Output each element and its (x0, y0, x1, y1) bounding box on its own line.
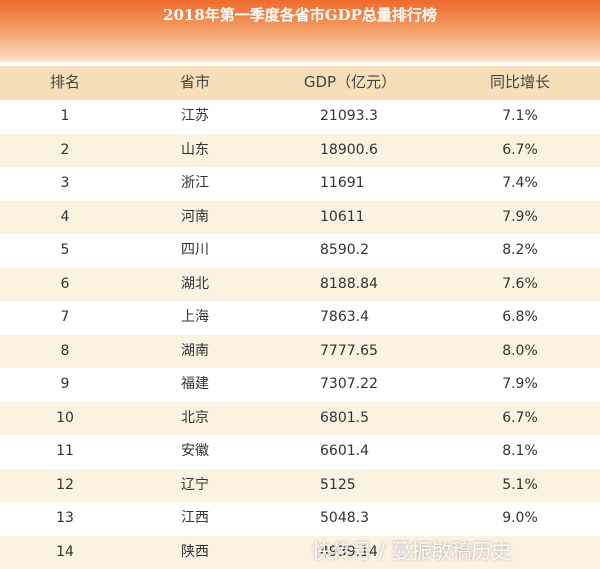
table-cell: 辽宁 (181, 476, 209, 493)
table-cell: 21093.3 (320, 108, 378, 124)
table-cell: 福建 (181, 376, 209, 392)
table-cell: 7777.65 (320, 342, 378, 359)
table-row: 1 江苏 21093.3 7.1% (0, 100, 600, 134)
table-cell: 4939.14 (320, 543, 378, 560)
table-row: 11 安徽 6601.4 8.1% (0, 435, 600, 469)
table-cell: 11 (56, 443, 74, 459)
table-cell: 8 (60, 342, 70, 359)
table-cell: 12 (56, 476, 74, 493)
table-cell: 安徽 (181, 443, 209, 459)
table-row: 5 四川 8590.2 8.2% (0, 234, 600, 268)
table-cell: 5.1% (502, 476, 538, 493)
table-cell: 6601.4 (320, 443, 369, 459)
table-row: 6 湖北 8188.84 7.6% (0, 267, 600, 301)
table-cell: 湖北 (181, 275, 209, 292)
watermark: 快传号 / 蔓振敏稿历史 (312, 539, 512, 563)
table-cell: 8.1% (502, 443, 538, 459)
table-cell: 6.7% (502, 141, 538, 158)
table-cell: 11691 (320, 175, 365, 191)
header-cell: GDP（亿元） (303, 73, 397, 91)
title: 2018年第一季度各省市GDP总量排行榜 (163, 6, 437, 24)
table-cell: 18900.6 (320, 141, 378, 158)
table-cell: 湖南 (181, 342, 209, 359)
table-cell: 江西 (181, 510, 209, 526)
table-cell: 5048.3 (320, 510, 369, 526)
table-row: 3 浙江 11691 7.4% (0, 167, 600, 201)
table-cell: 6 (60, 275, 70, 292)
table-cell: 8188.84 (320, 275, 378, 292)
table-cell: 河南 (181, 208, 209, 225)
table-cell: 4 (60, 208, 70, 225)
table-row: 7 上海 7863.4 6.8% (0, 301, 600, 335)
table-row: 12 辽宁 5125 5.1% (0, 468, 600, 502)
table-cell: 7 (60, 309, 70, 325)
table-row: 8 湖南 7777.65 8.0% (0, 334, 600, 368)
table-row: 2 山东 18900.6 6.7% (0, 133, 600, 167)
table-cell: 8.0% (502, 342, 538, 359)
table-cell: 8.2% (502, 242, 538, 258)
table-cell: 5125 (320, 476, 356, 493)
table-cell: 浙江 (181, 175, 209, 191)
table-cell: 7863.4 (320, 309, 369, 325)
header-row: 排名 省市 GDP（亿元） 同比增长 (0, 66, 600, 100)
table-cell: 北京 (181, 409, 209, 426)
table-row: 13 江西 5048.3 9.0% (0, 502, 600, 536)
table-cell: 9.0% (502, 510, 538, 526)
header-cell: 省市 (179, 73, 210, 91)
table-cell: 6801.5 (320, 409, 369, 426)
table-cell: 6.8% (502, 309, 538, 325)
header-cell: 同比增长 (489, 73, 550, 91)
table-cell: 14 (56, 543, 74, 560)
table-cell: 7307.22 (320, 376, 378, 392)
table-row: 9 福建 7307.22 7.9% (0, 368, 600, 402)
table-row: 4 河南 10611 7.9% (0, 200, 600, 234)
table-cell: 1 (60, 108, 70, 124)
table-cell: 7.1% (502, 108, 538, 124)
table-row: 10 北京 6801.5 6.7% (0, 401, 600, 435)
table-row: 14 陕西 4939.14 (0, 535, 600, 569)
table-cell: 四川 (181, 242, 209, 258)
title-band (0, 0, 600, 62)
table-cell: 2 (60, 141, 70, 158)
table-cell: 7.9% (502, 376, 538, 392)
table-cell: 5 (60, 242, 70, 258)
table-cell: 7.6% (502, 275, 538, 292)
table-cell: 7.9% (502, 208, 538, 225)
table-cell: 7.4% (502, 175, 538, 191)
table-cell: 3 (60, 175, 70, 191)
table-cell: 10611 (320, 208, 365, 225)
table-cell: 13 (56, 510, 74, 526)
table-cell: 8590.2 (320, 242, 369, 258)
table-cell: 江苏 (181, 108, 209, 124)
table-cell: 10 (56, 409, 74, 426)
table-cell: 9 (60, 376, 70, 392)
table-cell: 山东 (181, 141, 209, 158)
table-cell: 6.7% (502, 409, 538, 426)
header-cell: 排名 (49, 73, 80, 91)
table-cell: 陕西 (181, 543, 209, 560)
table-cell: 上海 (181, 309, 209, 325)
